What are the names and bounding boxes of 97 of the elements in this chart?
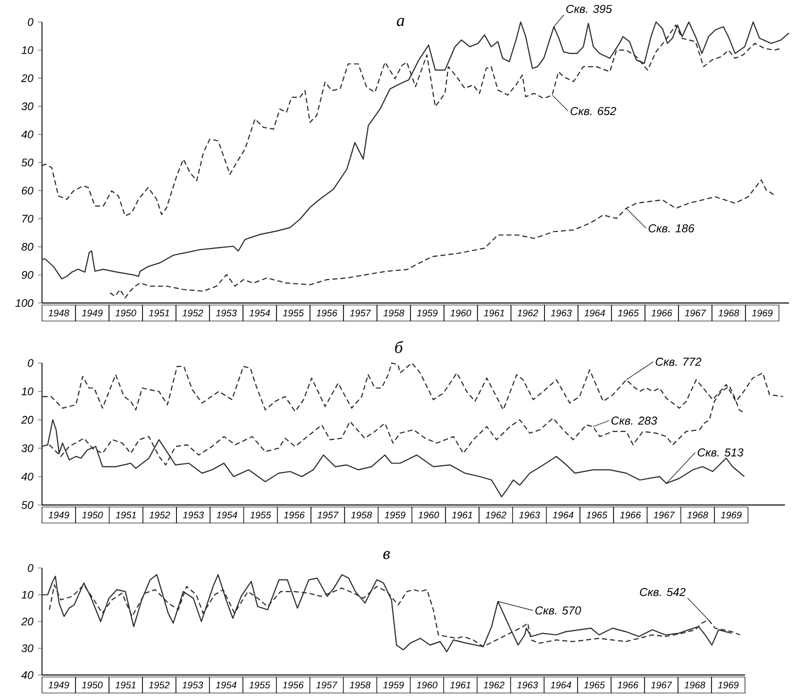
y-tick-label: 10 [22,46,34,54]
x-tick-label: 1961 [450,682,470,688]
x-tick-label: 1959 [383,682,404,688]
x-tick-label: 1966 [651,310,672,316]
x-tick-label: 1966 [620,512,641,518]
x-tick-label: 1969 [752,310,773,316]
x-tick-label: 1953 [216,310,237,316]
x-tick-label: 1962 [484,682,504,688]
x-tick-label: 1954 [216,512,238,518]
x-tick-label: 1961 [452,512,472,518]
x-tick-label: 1967 [654,512,675,518]
x-tick-label: 1968 [684,682,706,688]
x-tick-label: 1961 [484,310,504,316]
x-tick-label: 1969 [720,512,742,518]
x-tick-label: 1959 [416,310,438,316]
x-tick-label: 1964 [552,512,574,518]
chart-title: в [383,550,390,560]
x-tick-label: 1955 [282,310,304,316]
x-tick-label: 1960 [416,682,438,688]
y-tick-label: 30 [21,444,34,452]
x-tick-label: 1952 [148,682,170,688]
y-tick-label: 0 [28,564,34,572]
x-tick-label: 1969 [718,682,739,688]
x-tick-label: 1963 [517,682,538,688]
x-tick-label: 1967 [684,310,706,316]
series-label: Скв. 186 [648,224,694,232]
x-tick-label: 1963 [550,310,572,316]
series-label: Скв. 513 [698,448,744,456]
x-tick-label: 1954 [216,682,236,688]
x-tick-label: 1953 [182,682,204,688]
x-tick-label: 1955 [249,682,270,688]
y-tick-label: 50 [21,501,34,509]
x-tick-label: 1950 [82,512,103,518]
x-tick-label: 1951 [116,512,136,518]
x-tick-label: 1950 [82,682,103,688]
x-tick-label: 1966 [618,682,638,688]
y-tick-label: 90 [22,271,34,279]
x-tick-label: 1949 [48,682,70,688]
y-tick-label: 30 [21,102,34,110]
x-tick-label: 1949 [82,310,103,316]
x-tick-label: 1965 [618,310,639,316]
y-tick-label: 40 [21,671,34,679]
y-tick-label: 40 [21,472,34,480]
x-tick-label: 1959 [384,512,406,518]
x-tick-label: 1958 [383,310,404,316]
x-tick-label: 1953 [182,512,204,518]
x-tick-label: 1957 [316,682,338,688]
x-tick-label: 1951 [115,682,136,688]
x-tick-label: 1965 [586,512,608,518]
y-tick-label: 20 [21,618,34,626]
x-tick-label: 1955 [250,512,272,518]
x-tick-label: 1956 [284,512,305,518]
series-label: Скв. 652 [570,106,616,116]
y-tick-label: 10 [22,388,34,396]
x-tick-label: 1968 [687,512,708,518]
x-tick-label: 1965 [584,682,605,688]
x-tick-label: 1964 [584,310,605,316]
x-tick-label: 1962 [517,310,538,316]
x-tick-label: 1960 [450,310,472,316]
x-tick-label: 1964 [550,682,572,688]
y-tick-label: 20 [21,74,34,82]
y-tick-label: 20 [21,416,34,424]
y-tick-label: 100 [15,299,34,307]
x-tick-label: 1954 [249,310,270,316]
y-tick-label: 70 [22,214,34,223]
x-tick-label: 1968 [718,310,740,316]
series-label: Скв. 772 [656,358,702,366]
text: Скв. 542 [640,588,686,596]
series-label: Скв. 395 [566,4,612,13]
x-tick-label: 1958 [350,682,371,688]
x-tick-label: 1963 [519,512,540,518]
x-tick-label: 1957 [350,310,372,316]
y-tick-label: 40 [21,130,34,138]
y-tick-label: 30 [21,644,34,652]
x-tick-label: 1958 [351,512,372,518]
y-tick-label: 60 [22,186,34,194]
y-tick-label: 50 [21,158,34,166]
y-tick-label: 0 [28,359,34,367]
x-tick-label: 1951 [148,310,170,316]
x-tick-label: 1952 [149,512,170,518]
y-tick-label: 0 [28,18,34,26]
series-label: Скв. 283 [611,416,658,425]
x-tick-label: 1952 [182,310,204,316]
x-tick-label: 1948 [48,310,70,316]
x-tick-label: 1950 [115,310,136,316]
x-tick-label: 1949 [48,512,70,518]
y-tick-label: 10 [22,590,34,599]
chart-title: а [396,18,404,26]
x-tick-label: 1957 [317,512,339,518]
x-tick-label: 1956 [282,682,304,688]
x-tick-label: 1967 [651,682,672,688]
x-tick-label: 1956 [316,310,338,316]
y-tick-label: 80 [22,242,34,251]
x-tick-label: 1962 [486,512,506,518]
chart-title: б [395,340,404,354]
series-label: Скв. 570 [535,606,582,615]
x-tick-label: 1960 [418,512,440,518]
